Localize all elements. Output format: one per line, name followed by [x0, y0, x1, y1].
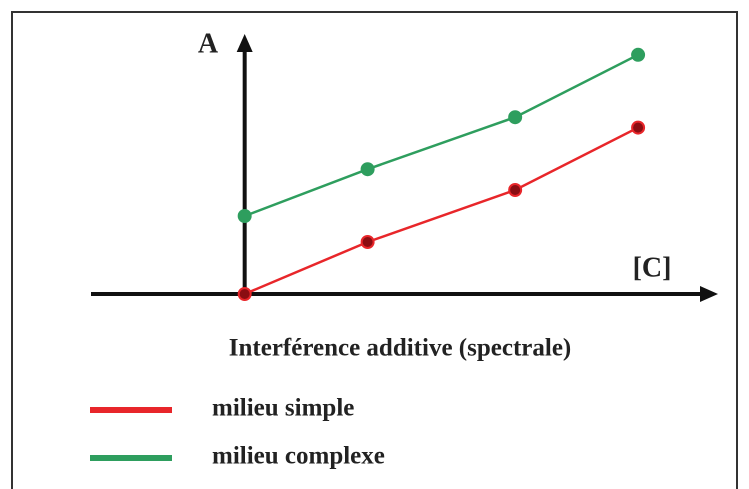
- series-line: [244, 53, 639, 218]
- chart-title: Interférence additive (spectrale): [229, 335, 571, 362]
- data-point: [360, 235, 375, 249]
- x-axis-label: [C]: [633, 252, 672, 283]
- data-point: [360, 162, 375, 177]
- data-point: [237, 209, 252, 223]
- data-point: [237, 287, 252, 301]
- y-axis-label: A: [198, 28, 219, 59]
- data-point: [631, 120, 646, 135]
- y-axis-arrow: [236, 34, 253, 52]
- legend-label: milieu simple: [212, 395, 354, 422]
- series-line: [244, 126, 639, 296]
- frame: [11, 11, 738, 489]
- legend-label: milieu complexe: [212, 443, 385, 470]
- data-point: [508, 183, 523, 197]
- x-axis-arrow: [700, 286, 718, 302]
- data-point: [508, 110, 523, 125]
- data-point: [631, 47, 646, 62]
